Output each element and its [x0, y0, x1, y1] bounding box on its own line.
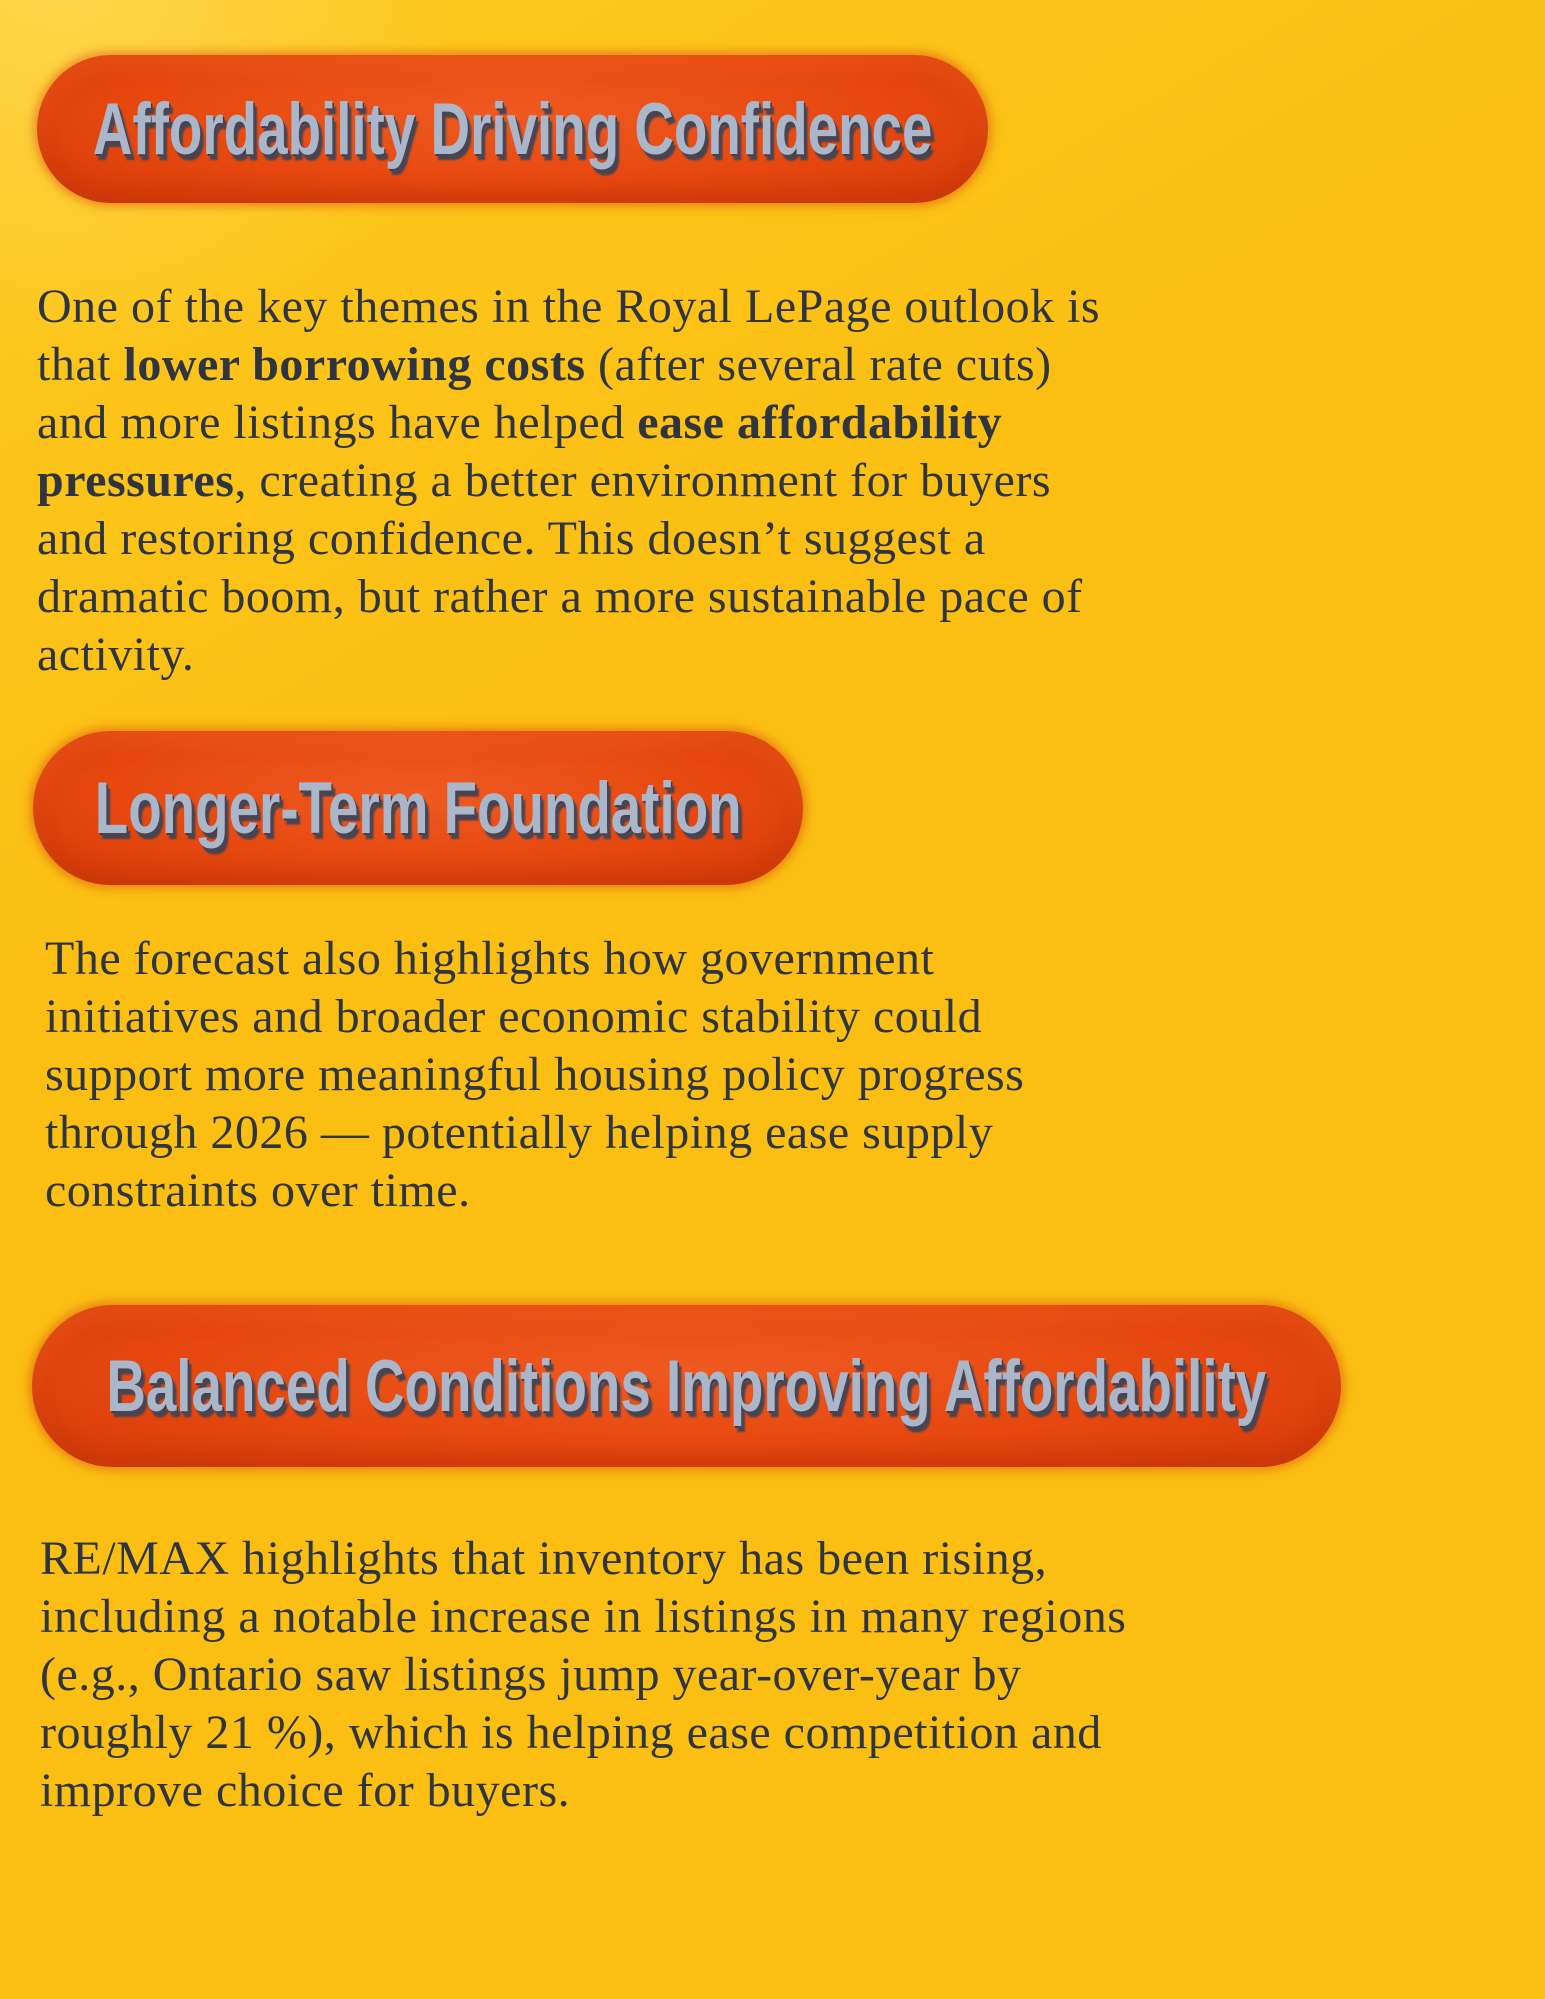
text-segment: support more meaningful housing policy p…: [45, 1048, 1025, 1101]
text-line: One of the key themes in the Royal LePag…: [37, 278, 1100, 336]
section-header-pill-affordability-driving-confidence: Affordability Driving Confidence: [37, 55, 988, 203]
text-line: RE/MAX highlights that inventory has bee…: [40, 1530, 1126, 1588]
text-segment: and restoring confidence. This doesn’t s…: [37, 512, 986, 565]
section-header-pill-longer-term-foundation: Longer-Term Foundation: [33, 731, 803, 885]
text-line: through 2026 — potentially helping ease …: [45, 1104, 1024, 1162]
text-segment: One of the key themes in the Royal LePag…: [37, 280, 1101, 333]
body-paragraph-balanced-conditions: RE/MAX highlights that inventory has bee…: [40, 1530, 1126, 1820]
text-segment: RE/MAX highlights that inventory has bee…: [40, 1532, 1048, 1585]
text-segment: initiatives and broader economic stabili…: [45, 990, 983, 1043]
section-header-label: Affordability Driving Confidence: [92, 88, 933, 170]
text-line: and more listings have helped ease affor…: [37, 394, 1100, 452]
text-line: that lower borrowing costs (after severa…: [37, 336, 1100, 394]
text-line: (e.g., Ontario saw listings jump year-ov…: [40, 1646, 1126, 1704]
text-line: pressures, creating a better environment…: [37, 452, 1100, 510]
text-line: The forecast also highlights how governm…: [45, 930, 1024, 988]
section-header-pill-balanced-conditions: Balanced Conditions Improving Affordabil…: [32, 1305, 1341, 1467]
text-segment: through 2026 — potentially helping ease …: [45, 1106, 994, 1159]
text-line: improve choice for buyers.: [40, 1762, 1126, 1820]
text-line: dramatic boom, but rather a more sustain…: [37, 568, 1100, 626]
text-segment: that: [37, 338, 124, 391]
text-line: support more meaningful housing policy p…: [45, 1046, 1024, 1104]
text-line: initiatives and broader economic stabili…: [45, 988, 1024, 1046]
text-segment-bold: lower borrowing costs: [123, 338, 586, 391]
text-segment: roughly 21 %), which is helping ease com…: [40, 1706, 1102, 1759]
text-segment-bold: ease affordability: [637, 396, 1003, 449]
text-segment: constraints over time.: [45, 1164, 471, 1217]
text-segment: The forecast also highlights how governm…: [45, 932, 935, 985]
section-header-label: Longer-Term Foundation: [94, 767, 742, 849]
text-segment: (after several rate cuts): [585, 338, 1052, 391]
text-segment: activity.: [37, 628, 195, 681]
body-paragraph-affordability: One of the key themes in the Royal LePag…: [37, 278, 1100, 684]
text-line: including a notable increase in listings…: [40, 1588, 1126, 1646]
text-line: roughly 21 %), which is helping ease com…: [40, 1704, 1126, 1762]
text-segment: and more listings have helped: [37, 396, 638, 449]
text-segment-bold: pressures: [37, 454, 235, 507]
text-segment: dramatic boom, but rather a more sustain…: [37, 570, 1083, 623]
text-line: activity.: [37, 626, 1100, 684]
text-line: constraints over time.: [45, 1162, 1024, 1220]
body-paragraph-longer-term: The forecast also highlights how governm…: [45, 930, 1024, 1220]
text-segment: including a notable increase in listings…: [40, 1590, 1127, 1643]
text-line: and restoring confidence. This doesn’t s…: [37, 510, 1100, 568]
text-segment: , creating a better environment for buye…: [234, 454, 1052, 507]
text-segment: improve choice for buyers.: [40, 1764, 571, 1817]
text-segment: (e.g., Ontario saw listings jump year-ov…: [40, 1648, 1022, 1701]
section-header-label: Balanced Conditions Improving Affordabil…: [106, 1345, 1267, 1427]
